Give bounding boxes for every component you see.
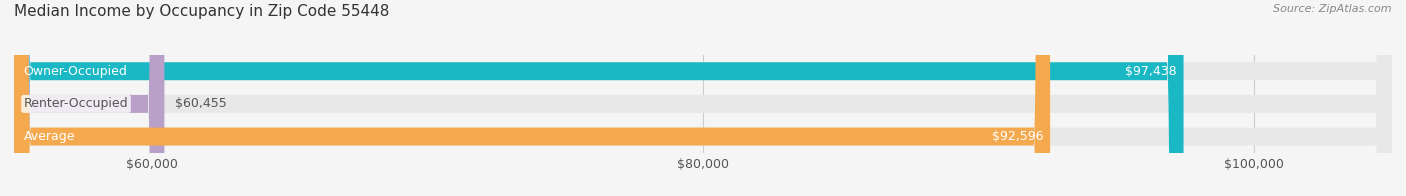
- Text: Median Income by Occupancy in Zip Code 55448: Median Income by Occupancy in Zip Code 5…: [14, 4, 389, 19]
- Text: $92,596: $92,596: [991, 130, 1043, 143]
- FancyBboxPatch shape: [14, 0, 165, 196]
- Text: Owner-Occupied: Owner-Occupied: [24, 65, 128, 78]
- Text: Source: ZipAtlas.com: Source: ZipAtlas.com: [1274, 4, 1392, 14]
- FancyBboxPatch shape: [14, 0, 1392, 196]
- FancyBboxPatch shape: [14, 0, 1184, 196]
- Text: $97,438: $97,438: [1125, 65, 1177, 78]
- FancyBboxPatch shape: [14, 0, 1050, 196]
- Text: Average: Average: [24, 130, 75, 143]
- FancyBboxPatch shape: [14, 0, 1392, 196]
- Text: $60,455: $60,455: [176, 97, 228, 110]
- FancyBboxPatch shape: [14, 0, 1392, 196]
- Text: Renter-Occupied: Renter-Occupied: [24, 97, 128, 110]
